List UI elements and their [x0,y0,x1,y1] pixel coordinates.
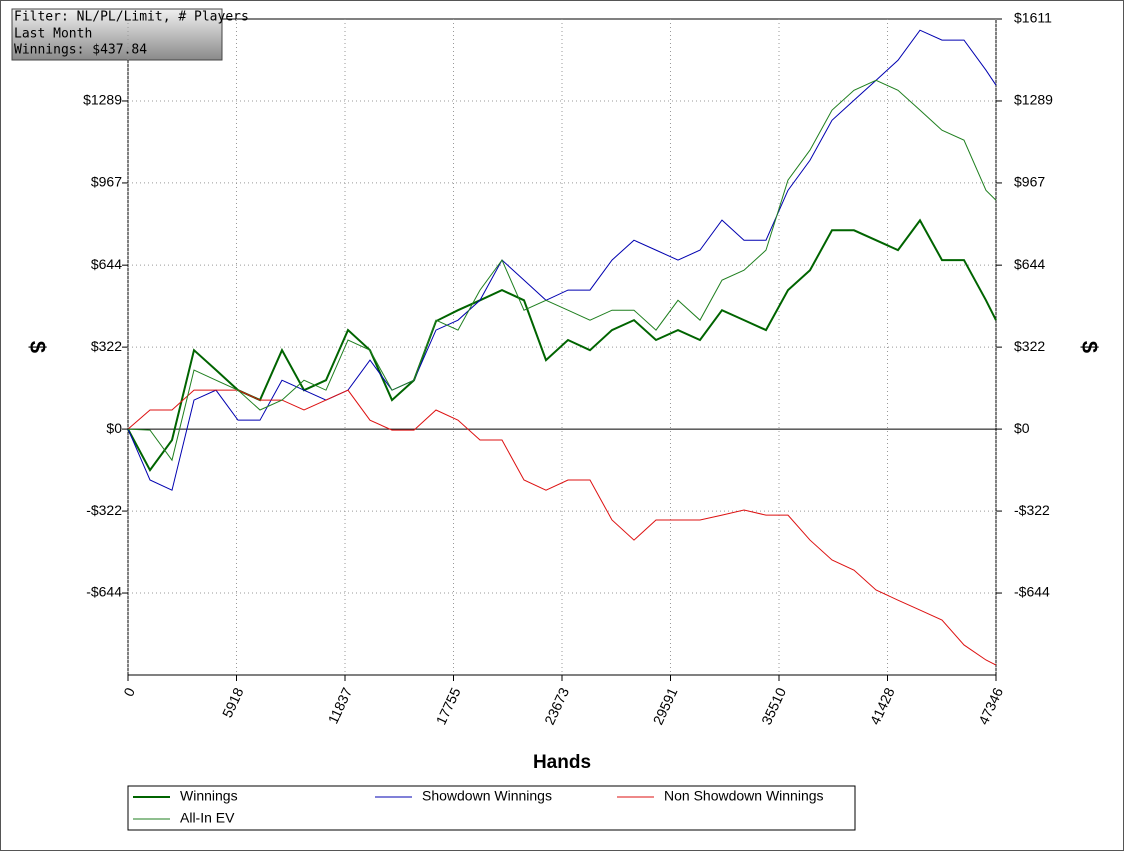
y-tick-label: $644 [91,256,122,272]
y-tick-label: $1289 [83,92,122,108]
y-tick-label: -$322 [86,502,122,518]
legend [127,785,856,831]
x-axis-label: Hands [533,752,591,773]
legend-label: Winnings [180,788,238,804]
info-text: Winnings: $437.84 [14,43,147,58]
series-line [127,218,997,472]
y2-tick-label: $644 [1014,256,1045,272]
y2-tick-label: $322 [1014,338,1045,354]
series-line [127,29,997,491]
legend-label: Non Showdown Winnings [664,788,824,804]
info-text: Last Month [14,27,92,42]
y2-tick-label: -$322 [1014,502,1050,518]
y-tick-label: $0 [106,420,122,436]
y-tick-label: $322 [91,338,122,354]
series-line [127,389,997,666]
y-axis-label: $ [25,341,50,353]
legend-label: Showdown Winnings [422,788,552,804]
y-tick-label: -$644 [86,584,122,600]
info-box [11,8,223,61]
y2-axis-label: $ [1077,341,1102,353]
info-text: Filter: NL/PL/Limit, # Players [14,10,249,25]
y2-tick-label: $1289 [1014,92,1053,108]
y2-tick-label: $1611 [1014,10,1052,26]
y2-tick-label: $967 [1014,174,1045,190]
legend-label: All-In EV [180,810,235,826]
y2-tick-label: $0 [1014,420,1030,436]
y-tick-label: $967 [91,174,122,190]
y2-tick-label: -$644 [1014,584,1050,600]
series-line [127,79,997,462]
